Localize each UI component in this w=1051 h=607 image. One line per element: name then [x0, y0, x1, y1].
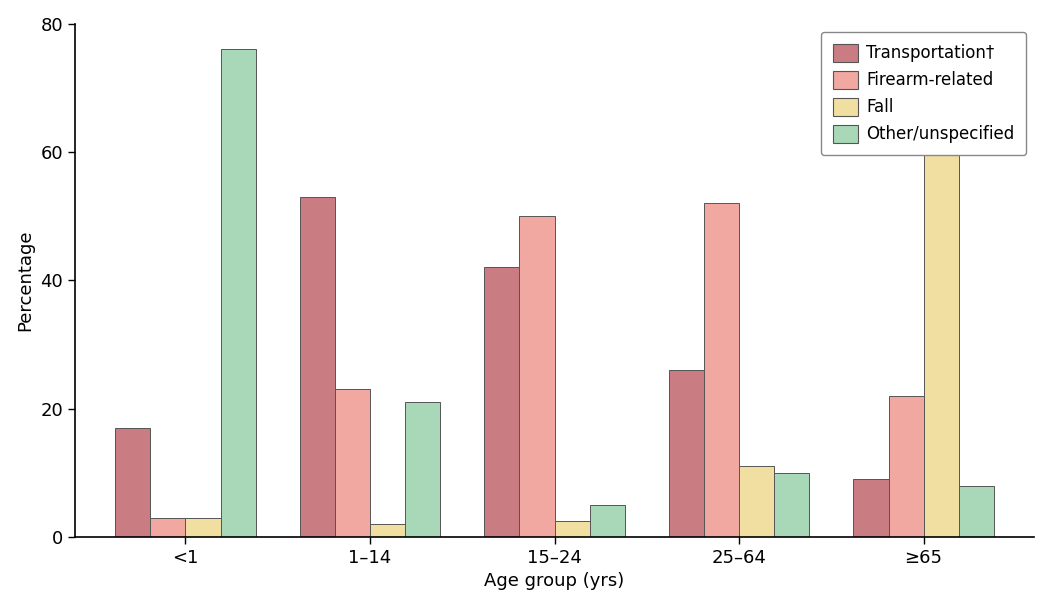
Bar	[704, 203, 739, 537]
Bar	[185, 518, 221, 537]
Bar	[221, 49, 255, 537]
Bar	[590, 505, 624, 537]
Bar	[775, 473, 809, 537]
Bar	[853, 479, 888, 537]
Legend: Transportation†, Firearm-related, Fall, Other/unspecified: Transportation†, Firearm-related, Fall, …	[821, 32, 1026, 155]
Bar	[485, 268, 519, 537]
Bar	[959, 486, 994, 537]
Bar	[888, 396, 924, 537]
Bar	[370, 524, 405, 537]
Bar	[405, 402, 440, 537]
Bar	[335, 390, 370, 537]
Bar	[669, 370, 704, 537]
Bar	[739, 466, 775, 537]
Bar	[150, 518, 185, 537]
Bar	[300, 197, 335, 537]
Bar	[555, 521, 590, 537]
Bar	[519, 216, 555, 537]
Bar	[924, 146, 959, 537]
Bar	[116, 428, 150, 537]
X-axis label: Age group (yrs): Age group (yrs)	[485, 572, 624, 591]
Y-axis label: Percentage: Percentage	[17, 229, 35, 331]
